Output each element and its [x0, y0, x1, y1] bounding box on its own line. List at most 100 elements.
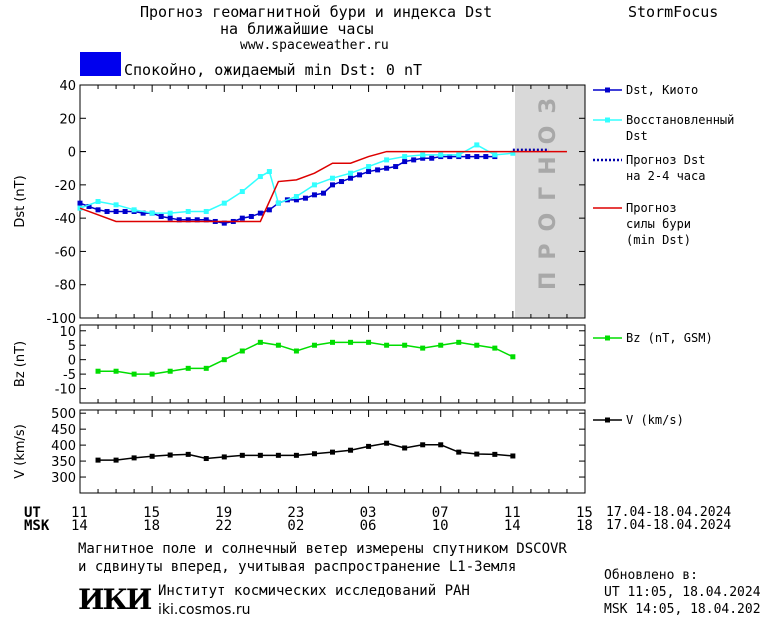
- data-point: [239, 348, 245, 354]
- series-line-dst-3: [79, 150, 567, 223]
- data-point: [167, 368, 173, 374]
- y-tick-label: 300: [51, 471, 76, 486]
- chart-title: Прогноз геомагнитной бури и индекса Dst: [140, 3, 493, 21]
- data-point: [293, 197, 299, 203]
- data-point: [402, 154, 408, 160]
- data-point: [348, 170, 354, 176]
- panel-frame-dst: [79, 84, 586, 319]
- data-point: [402, 445, 408, 451]
- msk-tick-label: 22: [215, 518, 233, 534]
- data-point: [149, 453, 155, 459]
- legend-label: силы бури: [626, 217, 691, 231]
- data-point: [492, 451, 498, 457]
- data-point: [203, 456, 209, 462]
- y-tick-label: 10: [59, 325, 76, 340]
- institute-site[interactable]: iki.cosmos.ru: [158, 602, 251, 618]
- legend-label: Прогноз Dst: [626, 153, 705, 167]
- data-point: [167, 215, 173, 221]
- data-point: [447, 154, 453, 160]
- data-point: [420, 155, 426, 161]
- data-point: [393, 164, 399, 170]
- y-tick-label: -20: [55, 179, 76, 194]
- legend-label: Прогноз: [626, 201, 677, 215]
- y-tick-label: -40: [55, 212, 76, 227]
- ut-tick-label: 23: [287, 505, 305, 521]
- data-point: [140, 210, 146, 216]
- data-point: [339, 179, 345, 185]
- data-point: [438, 442, 444, 448]
- data-point: [203, 217, 209, 223]
- data-point: [257, 174, 263, 180]
- data-point: [122, 208, 128, 214]
- y-tick-label: 0: [68, 146, 76, 161]
- status-color-box: [80, 52, 121, 76]
- data-point: [320, 190, 326, 196]
- ut-tick-label: 11: [503, 505, 521, 521]
- data-point: [429, 155, 435, 161]
- panel-frame-bz: [79, 324, 586, 404]
- msk-tick-label: 02: [287, 518, 305, 534]
- data-point: [438, 342, 444, 348]
- footer-note-line1: Магнитное поле и солнечный ветер измерен…: [78, 541, 567, 557]
- y-axis-label-v: V (km/s): [13, 424, 28, 479]
- legend-label: (min Dst): [626, 233, 691, 247]
- data-point: [185, 217, 191, 223]
- updated-label: Обновлено в:: [604, 568, 698, 583]
- series-line-v-0: [98, 442, 513, 461]
- ut-tick-label: 07: [431, 505, 449, 521]
- msk-axis-label: MSK: [24, 518, 50, 534]
- data-point: [275, 342, 281, 348]
- data-point: [357, 172, 363, 178]
- data-point: [266, 169, 272, 175]
- ut-axis-label: UT: [24, 505, 41, 521]
- data-point: [384, 157, 390, 163]
- data-point: [95, 368, 101, 374]
- legend-marker: [605, 335, 610, 341]
- status-text: Спокойно, ожидаемый min Dst: 0 nT: [124, 61, 423, 79]
- data-point: [131, 207, 137, 213]
- legend-marker: [605, 87, 610, 93]
- data-point: [375, 167, 381, 173]
- iki-logo: ИКИ: [78, 583, 152, 616]
- data-point: [221, 220, 227, 226]
- series-line-bz-0: [98, 341, 514, 375]
- forecast-label: ПРОГНОЗ: [536, 86, 561, 290]
- data-point: [239, 452, 245, 458]
- data-point: [420, 345, 426, 351]
- data-point: [95, 207, 101, 213]
- data-point: [330, 449, 335, 455]
- footer-note-line2: и сдвинуты вперед, учитывая распростране…: [78, 559, 517, 575]
- y-tick-label: -60: [55, 245, 76, 260]
- data-point: [131, 371, 137, 377]
- data-point: [185, 451, 191, 457]
- data-point: [402, 159, 408, 165]
- data-point: [348, 339, 354, 345]
- data-point: [149, 210, 155, 216]
- data-point: [221, 454, 227, 460]
- y-tick-label: -5: [63, 368, 76, 383]
- site-url[interactable]: www.spaceweather.ru: [240, 38, 389, 53]
- data-point: [257, 339, 263, 345]
- data-point: [221, 357, 227, 363]
- data-point: [167, 210, 173, 216]
- y-tick-label: 5: [68, 339, 76, 354]
- data-point: [176, 217, 182, 223]
- y-axis-label-dst: Dst (nT): [13, 175, 28, 227]
- data-point: [510, 354, 516, 360]
- data-point: [293, 348, 299, 354]
- chart-subtitle: на ближайшие часы: [220, 20, 374, 38]
- data-point: [483, 154, 489, 160]
- data-point: [492, 152, 498, 158]
- data-point: [158, 213, 164, 219]
- y-tick-label: 500: [51, 407, 76, 422]
- data-point: [456, 152, 462, 158]
- data-point: [474, 154, 480, 160]
- data-point: [366, 339, 372, 345]
- data-point: [86, 203, 92, 209]
- data-point: [311, 192, 317, 198]
- y-tick-label: 20: [59, 112, 76, 127]
- institute-name: Институт космических исследований РАН: [158, 583, 470, 599]
- data-point: [420, 442, 426, 448]
- data-point: [95, 199, 101, 204]
